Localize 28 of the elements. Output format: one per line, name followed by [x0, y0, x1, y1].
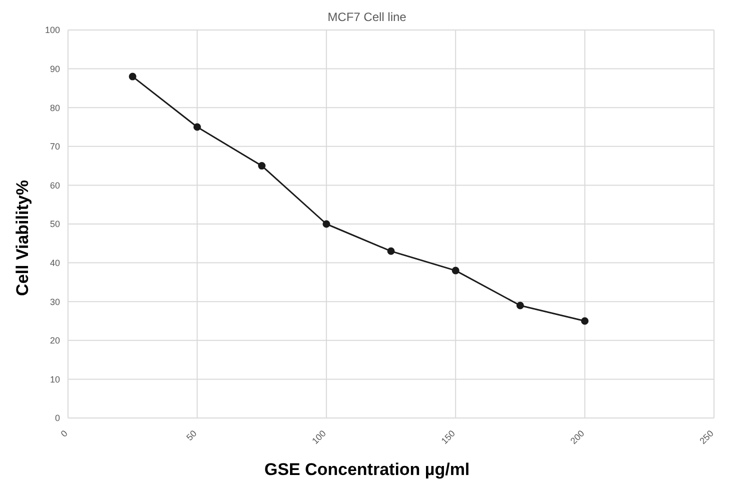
y-axis-title: Cell Viability%	[13, 179, 33, 298]
y-tick-label: 30	[50, 296, 60, 307]
y-tick-label: 20	[50, 336, 60, 346]
x-tick-label: 250	[698, 428, 716, 446]
y-tick-label: 70	[50, 142, 60, 152]
y-tick-label: 50	[50, 219, 60, 230]
x-tick-label: 100	[310, 428, 328, 446]
x-tick-label: 0	[58, 428, 70, 439]
y-tick-label: 10	[50, 374, 60, 384]
y-tick-label: 40	[50, 258, 60, 268]
y-tick-label: 90	[50, 64, 60, 74]
x-axis-title: GSE Concentration µg/ml	[263, 460, 471, 480]
y-tick-label: 80	[50, 102, 60, 113]
chart-title: MCF7 Cell line	[326, 10, 408, 24]
point	[516, 302, 524, 310]
point	[193, 123, 201, 131]
point	[387, 247, 395, 255]
x-tick-label: 50	[184, 428, 199, 442]
y-tick-label: 0	[54, 413, 60, 424]
point	[452, 266, 460, 274]
x-tick-label: 150	[439, 428, 458, 446]
point	[258, 162, 266, 170]
point	[322, 220, 330, 228]
y-tick-label: 100	[44, 25, 60, 36]
point	[128, 72, 136, 80]
point	[581, 317, 589, 325]
x-tick-label: 200	[568, 428, 586, 446]
y-tick-label: 60	[50, 180, 60, 190]
